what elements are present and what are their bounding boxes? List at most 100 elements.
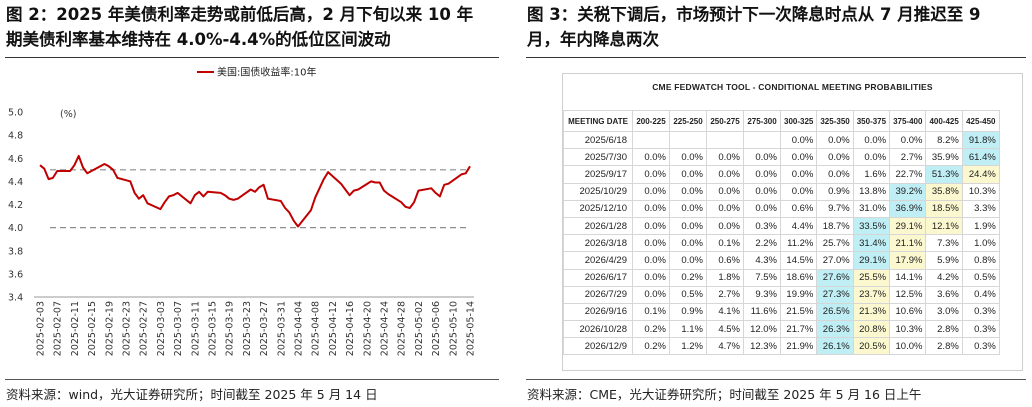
table-row: 2026/12/9 0.2% 1.2% 4.7% 12.3% 21.9% 26.1% 20.5… — [563, 337, 1000, 356]
probability-cell: 7.5% — [743, 268, 781, 287]
probability-cell: 0.0% — [669, 251, 707, 270]
table-row: 2025/7/30 0.0% 0.0% 0.0% 0.0% 0.0% 0.0% 0.0% 2.7… — [563, 148, 1000, 167]
row-meeting-date: 2026/4/29 — [563, 251, 633, 270]
right-source-rule — [526, 379, 1026, 380]
probability-cell: 4.5% — [706, 320, 744, 339]
x-tick-label: 2025-05-10 — [448, 301, 459, 356]
row-meeting-date: 2025/10/29 — [563, 182, 633, 201]
probability-cell: 0.0% — [852, 148, 891, 167]
x-tick-label: 2025-04-24 — [380, 301, 391, 356]
header-rate-425-450: 425-450 — [961, 110, 1000, 132]
reference-lines — [50, 169, 470, 229]
left-title-line1: 图 2：2025 年美债利率走势或前低后高，2 月下旬以来 10 年 — [6, 5, 474, 24]
probability-cell: 39.2% — [889, 182, 927, 201]
x-tick-label: 2025-03-15 — [208, 301, 219, 356]
probability-cell: 4.2% — [925, 268, 963, 287]
probability-cell: 0.0% — [743, 148, 781, 167]
probability-cell: 0.0% — [706, 165, 744, 184]
y-tick-label: 5.0 — [8, 108, 23, 119]
right-title-line2: 月，年内降息两次 — [527, 30, 659, 49]
probability-cell: 0.5% — [669, 285, 707, 304]
probability-cell: 10.0% — [889, 337, 927, 356]
probability-cell: 8.2% — [925, 130, 963, 150]
x-tick-label: 2025-03-03 — [156, 301, 167, 356]
probability-cell: 2.2% — [743, 234, 781, 253]
fedwatch-table-title: CME FEDWATCH TOOL - CONDITIONAL MEETING … — [652, 82, 933, 92]
probability-cell: 0.1% — [706, 234, 744, 253]
probability-cell: 0.3% — [961, 320, 1000, 339]
y-tick-label: 3.6 — [8, 269, 23, 280]
y-tick-label: 3.4 — [8, 293, 23, 304]
y-tick-label: 3.8 — [8, 246, 23, 257]
x-axis: 2025-02-03 2025-02-07 2025-02-11 2025-02-15… — [34, 296, 477, 356]
table-row: 2026/7/29 0.0% 0.5% 2.7% 9.3% 19.9% 27.3% 23.7%… — [563, 285, 1000, 304]
probability-cell: 0.9% — [816, 182, 854, 201]
table-row: 2026/9/16 0.1% 0.9% 4.1% 11.6% 21.5% 26.5% 21.3… — [563, 302, 1000, 322]
x-tick-label: 2025-02-19 — [104, 301, 115, 356]
probability-cell: 0.0% — [632, 199, 670, 218]
x-tick-label: 2025-03-27 — [259, 301, 270, 356]
x-tick-label: 2025-05-14 — [466, 301, 477, 356]
probability-cell: 12.0% — [743, 320, 781, 339]
left-title-line2: 期美债利率基本维持在 4.0%-4.4%的低位区间波动 — [6, 30, 391, 49]
probability-cell: 0.2% — [632, 337, 670, 356]
probability-cell: 0.4% — [961, 285, 1000, 304]
x-tick-label: 2025-05-02 — [414, 301, 425, 356]
probability-cell: 25.7% — [816, 234, 854, 253]
probability-cell: 31.4% — [852, 234, 891, 253]
right-title-line1: 图 3：关税下调后，市场预计下一次降息时点从 7 月推迟至 9 — [527, 5, 981, 24]
probability-cell: 0.2% — [669, 268, 707, 287]
series-line-us10y — [39, 154, 471, 228]
probability-cell: 25.5% — [852, 268, 891, 287]
header-rate-400-425: 400-425 — [925, 110, 963, 132]
y-tick-label: 4.0 — [8, 223, 23, 234]
probability-cell: 0.0% — [669, 234, 707, 253]
x-tick-label: 2025-03-11 — [190, 301, 201, 356]
header-rate-225-250: 225-250 — [669, 110, 707, 132]
probability-cell: 5.9% — [925, 251, 963, 270]
probability-cell: 17.9% — [889, 251, 927, 270]
x-tick-label: 2025-04-16 — [345, 301, 356, 356]
x-tick-label: 2025-04-04 — [294, 301, 305, 356]
x-tick-label: 2025-02-07 — [53, 301, 64, 356]
probability-cell: 9.3% — [743, 285, 781, 304]
row-meeting-date: 2025/9/17 — [563, 165, 633, 184]
probability-cell: 0.0% — [632, 216, 670, 236]
left-source-rule — [5, 379, 499, 380]
probability-cell: 0.0% — [669, 199, 707, 218]
probability-cell: 3.0% — [925, 302, 963, 322]
probability-cell: 13.8% — [852, 182, 891, 201]
probability-cell: 61.4% — [961, 148, 1000, 167]
row-meeting-date: 2026/3/18 — [563, 234, 633, 253]
probability-cell: 21.3% — [852, 302, 891, 322]
probability-cell: 21.5% — [779, 302, 818, 322]
probability-cell: 31.0% — [852, 199, 891, 218]
probability-cell: 1.8% — [706, 268, 744, 287]
probability-cell: 4.4% — [779, 216, 818, 236]
x-tick-label: 2025-02-03 — [36, 301, 47, 356]
probability-cell — [632, 130, 670, 150]
probability-cell: 91.8% — [961, 130, 1000, 150]
probability-cell: 0.0% — [632, 148, 670, 167]
row-meeting-date: 2025/7/30 — [563, 148, 633, 167]
probability-cell: 29.1% — [889, 216, 927, 236]
probability-cell: 26.1% — [816, 337, 854, 356]
header-rate-250-275: 250-275 — [706, 110, 744, 132]
probability-cell: 0.0% — [632, 285, 670, 304]
chart-legend: 美国:国债收益率:10年 — [197, 66, 316, 79]
probability-cell: 35.8% — [925, 182, 963, 201]
probability-cell: 19.9% — [779, 285, 818, 304]
y-tick-label: 4.2 — [8, 200, 23, 211]
right-source: 资料来源：CME，光大证券研究所；时间截至 2025 年 5 月 16 日上午 — [527, 387, 922, 402]
probability-cell: 2.8% — [925, 320, 963, 339]
x-tick-label: 2025-03-31 — [276, 301, 287, 356]
probability-cell: 14.1% — [889, 268, 927, 287]
probability-cell: 0.0% — [779, 165, 818, 184]
probability-cell: 0.3% — [961, 302, 1000, 322]
probability-cell: 0.0% — [816, 148, 854, 167]
probability-cell: 18.7% — [816, 216, 854, 236]
probability-cell: 27.3% — [816, 285, 854, 304]
probability-cell: 27.6% — [816, 268, 854, 287]
probability-cell — [743, 130, 781, 150]
probability-cell: 21.1% — [889, 234, 927, 253]
